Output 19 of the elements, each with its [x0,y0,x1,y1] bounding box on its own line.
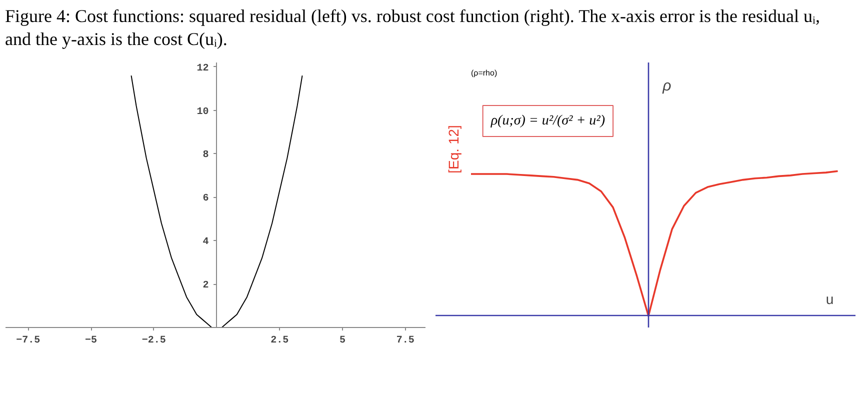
x-tick-label: 5 [340,335,346,346]
chart-title: Figure 4: Cost functions: squared residual (left) vs. robust cost function (right). The x-axis error is the residual uᵢ, and the y-axis is the cost C(uᵢ). [5,5,821,52]
text: [Eq. 12] [446,124,462,174]
text: ρ(u;σ) = u²/(σ² + u²) [490,113,606,128]
y-tick-label: 6 [202,193,209,204]
y-axis-title: ρ [662,77,672,94]
y-tick-label: 12 [196,63,209,74]
line-series [130,74,303,328]
y-tick-label: 2 [202,280,209,292]
x-axis-title: u [826,291,834,308]
x-tick-label: −7.5 [16,335,40,346]
x-tick-label: −5 [85,335,98,346]
y-tick-label: 8 [202,150,209,162]
y-tick-label: 4 [202,236,209,248]
y-tick-label: 10 [196,106,209,118]
text: (ρ=rho) [470,68,498,78]
x-tick-label: −2.5 [142,335,166,346]
x-tick-label: 2.5 [270,335,289,346]
x-tick-label: 7.5 [396,335,414,346]
